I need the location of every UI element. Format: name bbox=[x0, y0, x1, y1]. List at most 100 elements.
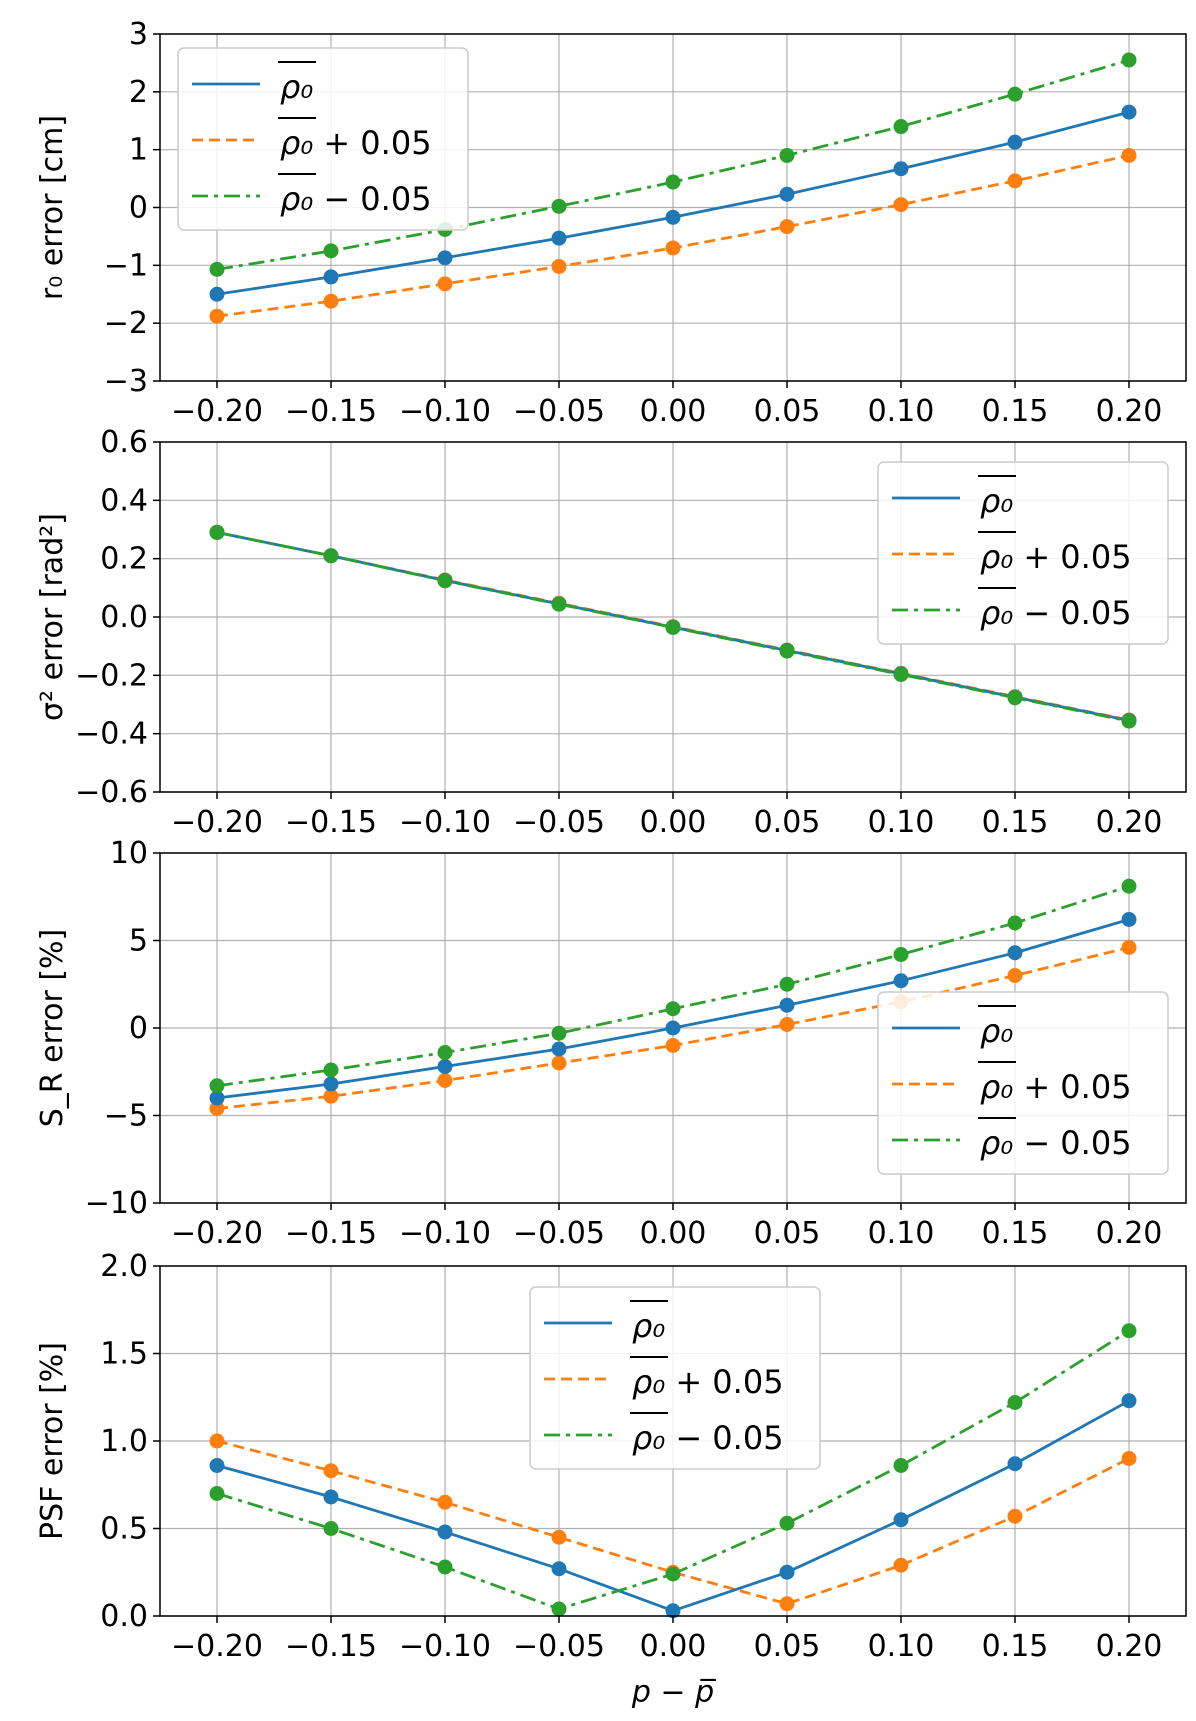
y-tick-label: −3 bbox=[104, 364, 148, 399]
data-point-blue bbox=[1121, 1393, 1137, 1409]
data-point-blue bbox=[1007, 134, 1023, 150]
data-point-blue bbox=[779, 186, 795, 202]
legend-box bbox=[177, 47, 469, 231]
legend-symbol: ρ₀ bbox=[280, 124, 313, 162]
x-tick-label: −0.20 bbox=[171, 1629, 263, 1664]
data-point-blue bbox=[551, 1561, 567, 1577]
x-tick-label: 0.10 bbox=[868, 1216, 935, 1251]
data-point-orange bbox=[779, 1596, 795, 1612]
legend-offset: + 0.05 bbox=[1013, 1068, 1131, 1106]
data-point-blue bbox=[323, 1489, 339, 1505]
data-point-orange bbox=[1007, 968, 1023, 983]
data-point-green bbox=[779, 643, 795, 659]
data-point-blue bbox=[665, 1603, 681, 1619]
y-tick-label: 0 bbox=[129, 191, 148, 226]
legend-label-orange: ρ₀ + 0.05 bbox=[980, 538, 1132, 576]
data-point-blue bbox=[665, 209, 681, 225]
legend-offset: + 0.05 bbox=[313, 124, 431, 162]
x-tick-label: −0.20 bbox=[171, 394, 263, 429]
legend-label-blue: ρ₀ bbox=[280, 68, 313, 106]
x-tick-label: −0.20 bbox=[171, 805, 263, 840]
data-point-green bbox=[323, 243, 339, 259]
data-point-green bbox=[209, 1078, 225, 1094]
data-point-green bbox=[323, 1062, 339, 1078]
legend-label-green: ρ₀ − 0.05 bbox=[632, 1419, 784, 1457]
y-tick-label: −10 bbox=[85, 1186, 148, 1221]
data-point-orange bbox=[1121, 1451, 1137, 1466]
x-tick-label: 0.10 bbox=[868, 394, 935, 429]
x-tick-label: 0.10 bbox=[868, 1629, 935, 1664]
data-point-orange bbox=[665, 1038, 681, 1053]
legend-box bbox=[529, 1286, 821, 1470]
series-line-green bbox=[216, 58, 1130, 271]
y-axis-label: r₀ error [cm] bbox=[35, 115, 70, 300]
data-point-green bbox=[551, 596, 567, 612]
data-point-orange bbox=[323, 1088, 339, 1104]
x-tick-label: 0.00 bbox=[640, 1216, 707, 1251]
data-point-green bbox=[893, 1458, 909, 1473]
data-point-orange bbox=[209, 1433, 225, 1449]
x-tick-label: 0.20 bbox=[1096, 1629, 1163, 1664]
data-point-green bbox=[1007, 86, 1023, 102]
data-point-orange bbox=[1121, 147, 1137, 163]
y-tick-label: 0.6 bbox=[100, 425, 148, 460]
legend-symbol: ρ₀ bbox=[980, 1012, 1013, 1050]
panel-1: −3 −2 −1 0 1 2 3 −0.20 −0.15 −0.10 −0.05 0.00 0.05 0.… bbox=[35, 17, 1187, 429]
data-point-green bbox=[665, 620, 681, 635]
legend-label-green: ρ₀ − 0.05 bbox=[980, 1124, 1132, 1162]
legend-offset: − 0.05 bbox=[1013, 1124, 1131, 1162]
legend-symbol: ρ₀ bbox=[980, 538, 1013, 576]
data-point-green bbox=[665, 174, 681, 190]
x-tick-label: 0.15 bbox=[982, 1216, 1049, 1251]
data-point-green bbox=[665, 1001, 681, 1017]
x-tick-label: 0.00 bbox=[640, 805, 707, 840]
legend-symbol: ρ₀ bbox=[632, 1307, 665, 1345]
data-point-orange bbox=[437, 1494, 453, 1510]
data-point-orange bbox=[893, 1557, 909, 1573]
data-point-orange bbox=[437, 1073, 453, 1088]
panel-2: −0.6−0.4−0.20.00.20.40.6−0.20 −0.15 −0.10−… bbox=[35, 425, 1187, 840]
y-tick-label: −2 bbox=[104, 306, 148, 341]
data-point-blue bbox=[893, 1512, 909, 1528]
legend-offset: + 0.05 bbox=[665, 1363, 783, 1401]
x-tick-label: 0.05 bbox=[754, 805, 821, 840]
data-point-blue bbox=[893, 973, 909, 989]
y-tick-label: 0.4 bbox=[100, 483, 148, 518]
data-point-orange bbox=[551, 1055, 567, 1071]
legend-label-orange: ρ₀ + 0.05 bbox=[280, 124, 432, 162]
data-point-blue bbox=[209, 1458, 225, 1473]
data-point-green bbox=[437, 1045, 453, 1060]
data-point-blue bbox=[437, 250, 453, 266]
x-tick-label: −0.10 bbox=[399, 1629, 491, 1664]
x-tick-label: −0.15 bbox=[285, 394, 377, 429]
data-point-orange bbox=[1007, 1508, 1023, 1524]
y-tick-label: −0.6 bbox=[75, 775, 148, 810]
y-axis-label: S_R error [%] bbox=[35, 929, 70, 1128]
data-point-blue bbox=[1007, 945, 1023, 961]
y-tick-label: 10 bbox=[110, 836, 148, 871]
y-tick-label: 0.5 bbox=[100, 1512, 148, 1547]
y-tick-label: 2.0 bbox=[100, 1249, 148, 1284]
x-tick-label: −0.10 bbox=[399, 805, 491, 840]
x-tick-label: 0.00 bbox=[640, 1629, 707, 1664]
data-point-blue bbox=[1007, 1456, 1023, 1472]
data-point-orange bbox=[209, 308, 225, 324]
panel-4: 0.0 0.5 1.0 1.5 2.0 −0.20 −0.15 −0.10 −0.05 0.00 0… bbox=[35, 1249, 1187, 1664]
legend-symbol: ρ₀ bbox=[632, 1363, 665, 1401]
data-point-orange bbox=[779, 1017, 795, 1032]
series-line-green bbox=[216, 531, 1130, 723]
data-point-green bbox=[1007, 1395, 1023, 1410]
x-tick-label: 0.20 bbox=[1096, 805, 1163, 840]
y-tick-label: −1 bbox=[104, 248, 148, 283]
x-tick-label: 0.15 bbox=[982, 394, 1049, 429]
series-line-orange bbox=[216, 1439, 1130, 1606]
x-tick-label: 0.20 bbox=[1096, 394, 1163, 429]
x-tick-label: −0.05 bbox=[513, 1629, 605, 1664]
x-tick-label: 0.10 bbox=[868, 805, 935, 840]
y-tick-label: −0.2 bbox=[75, 658, 148, 693]
legend-symbol: ρ₀ bbox=[980, 1124, 1013, 1162]
y-tick-label: 3 bbox=[129, 17, 148, 52]
legend-box bbox=[877, 991, 1169, 1175]
legend-symbol: ρ₀ bbox=[980, 1068, 1013, 1106]
